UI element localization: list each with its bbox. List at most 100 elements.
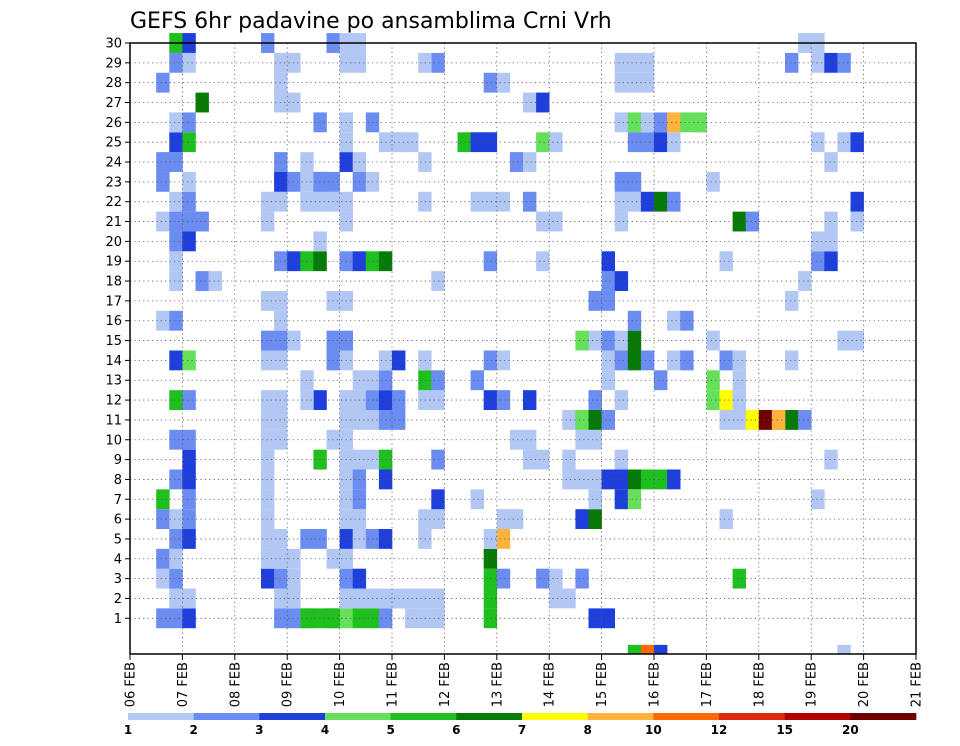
heatmap-cell	[182, 588, 196, 609]
heatmap-cell	[169, 548, 183, 569]
heatmap-cell	[483, 390, 498, 410]
heatmap-cell	[654, 644, 668, 654]
x-tick-label: 16 FEB	[648, 662, 663, 707]
heatmap-cell	[261, 548, 275, 569]
heatmap-cell	[588, 608, 602, 629]
heatmap-cell	[614, 72, 629, 93]
heatmap-cell	[261, 568, 275, 589]
heatmap-cell	[627, 350, 642, 371]
heatmap-cell	[182, 608, 196, 629]
heatmap-cell	[811, 231, 825, 252]
heatmap-cell	[562, 449, 576, 470]
heatmap-cell	[811, 489, 825, 510]
heatmap-cell	[156, 152, 170, 172]
x-tick-label: 10 FEB	[333, 662, 348, 707]
heatmap-cell	[811, 52, 825, 73]
legend-label: 3	[255, 723, 263, 737]
heatmap-cell	[496, 191, 511, 212]
heatmap-cell	[470, 370, 484, 391]
heatmap-cell	[588, 429, 602, 450]
heatmap-cell	[824, 449, 838, 470]
heatmap-cell	[601, 330, 615, 351]
heatmap-cell	[549, 588, 563, 609]
heatmap-cell	[693, 112, 707, 133]
heatmap-cell	[706, 370, 720, 391]
heatmap-cell	[614, 489, 629, 510]
heatmap-cell	[496, 529, 511, 549]
heatmap-cell	[798, 410, 812, 430]
heatmap-cell	[261, 509, 275, 530]
x-tick-label: 18 FEB	[752, 662, 767, 707]
y-tick-label: 5	[114, 532, 122, 547]
heatmap-cell	[261, 469, 275, 490]
heatmap-cell	[523, 390, 537, 410]
heatmap-cell	[549, 568, 563, 589]
y-tick-label: 16	[105, 314, 122, 329]
heatmap-cell	[588, 509, 602, 530]
heatmap-cell	[169, 271, 183, 291]
heatmap-cell	[483, 608, 498, 629]
heatmap-cell	[509, 509, 524, 530]
legend-swatch	[653, 713, 720, 720]
heatmap-cell	[261, 529, 275, 549]
heatmap-cell	[785, 410, 799, 430]
heatmap-cell	[640, 132, 655, 153]
x-tick-label: 17 FEB	[700, 662, 715, 707]
y-tick-label: 19	[105, 255, 122, 270]
heatmap-cell	[601, 251, 615, 272]
heatmap-cell	[182, 509, 196, 530]
heatmap-cell	[837, 132, 851, 153]
y-tick-label: 15	[105, 334, 122, 349]
heatmap-cell	[614, 449, 629, 470]
heatmap-cell	[523, 92, 537, 113]
heatmap-cell	[627, 644, 642, 654]
heatmap-cell	[169, 588, 183, 609]
heatmap-cell	[182, 231, 196, 252]
heatmap-cell	[601, 350, 615, 371]
heatmap-cell	[640, 644, 655, 654]
heatmap-cell	[719, 509, 733, 530]
heatmap-cell	[261, 330, 275, 351]
y-tick-label: 22	[105, 195, 122, 210]
legend-label: 6	[452, 723, 460, 737]
heatmap-cell	[208, 271, 222, 291]
y-tick-label: 9	[114, 453, 122, 468]
cells-layer	[156, 33, 864, 654]
y-tick-label: 14	[105, 354, 122, 369]
heatmap-cell	[640, 52, 655, 73]
y-tick-label: 7	[114, 493, 122, 508]
y-tick-label: 2	[114, 592, 122, 607]
heatmap-cell	[483, 529, 498, 549]
x-axis: 06 FEB 07 FEB 08 FEB 09 FEB 10 FEB 11 FEB 12 F…	[124, 654, 925, 707]
heatmap-cell	[523, 429, 537, 450]
heatmap-cell	[627, 112, 642, 133]
heatmap-cell	[182, 171, 196, 192]
heatmap-cell	[169, 469, 183, 490]
heatmap-cell	[732, 390, 746, 410]
legend-label: 20	[842, 723, 859, 737]
heatmap-cell	[614, 390, 629, 410]
y-tick-label: 26	[105, 116, 122, 131]
heatmap-cell	[261, 191, 275, 212]
heatmap-cell	[169, 191, 183, 212]
heatmap-cell	[601, 608, 615, 629]
heatmap-cell	[719, 251, 733, 272]
legend-label: 1	[124, 723, 132, 737]
x-tick-label: 12 FEB	[438, 662, 453, 707]
heatmap-cell	[640, 191, 655, 212]
heatmap-cell	[732, 350, 746, 371]
heatmap-cell	[536, 92, 550, 113]
heatmap-cell	[706, 171, 720, 192]
heatmap-cell	[496, 509, 511, 530]
heatmap-cell	[837, 330, 851, 351]
heatmap-cell	[549, 132, 563, 153]
heatmap-cell	[719, 410, 733, 430]
heatmap-cell	[536, 251, 550, 272]
heatmap-cell	[680, 310, 694, 331]
heatmap-cell	[640, 350, 655, 371]
heatmap-cell	[798, 271, 812, 291]
heatmap-cell	[732, 410, 746, 430]
y-tick-label: 4	[114, 552, 122, 567]
heatmap-cell	[261, 429, 275, 450]
heatmap-cell	[614, 112, 629, 133]
